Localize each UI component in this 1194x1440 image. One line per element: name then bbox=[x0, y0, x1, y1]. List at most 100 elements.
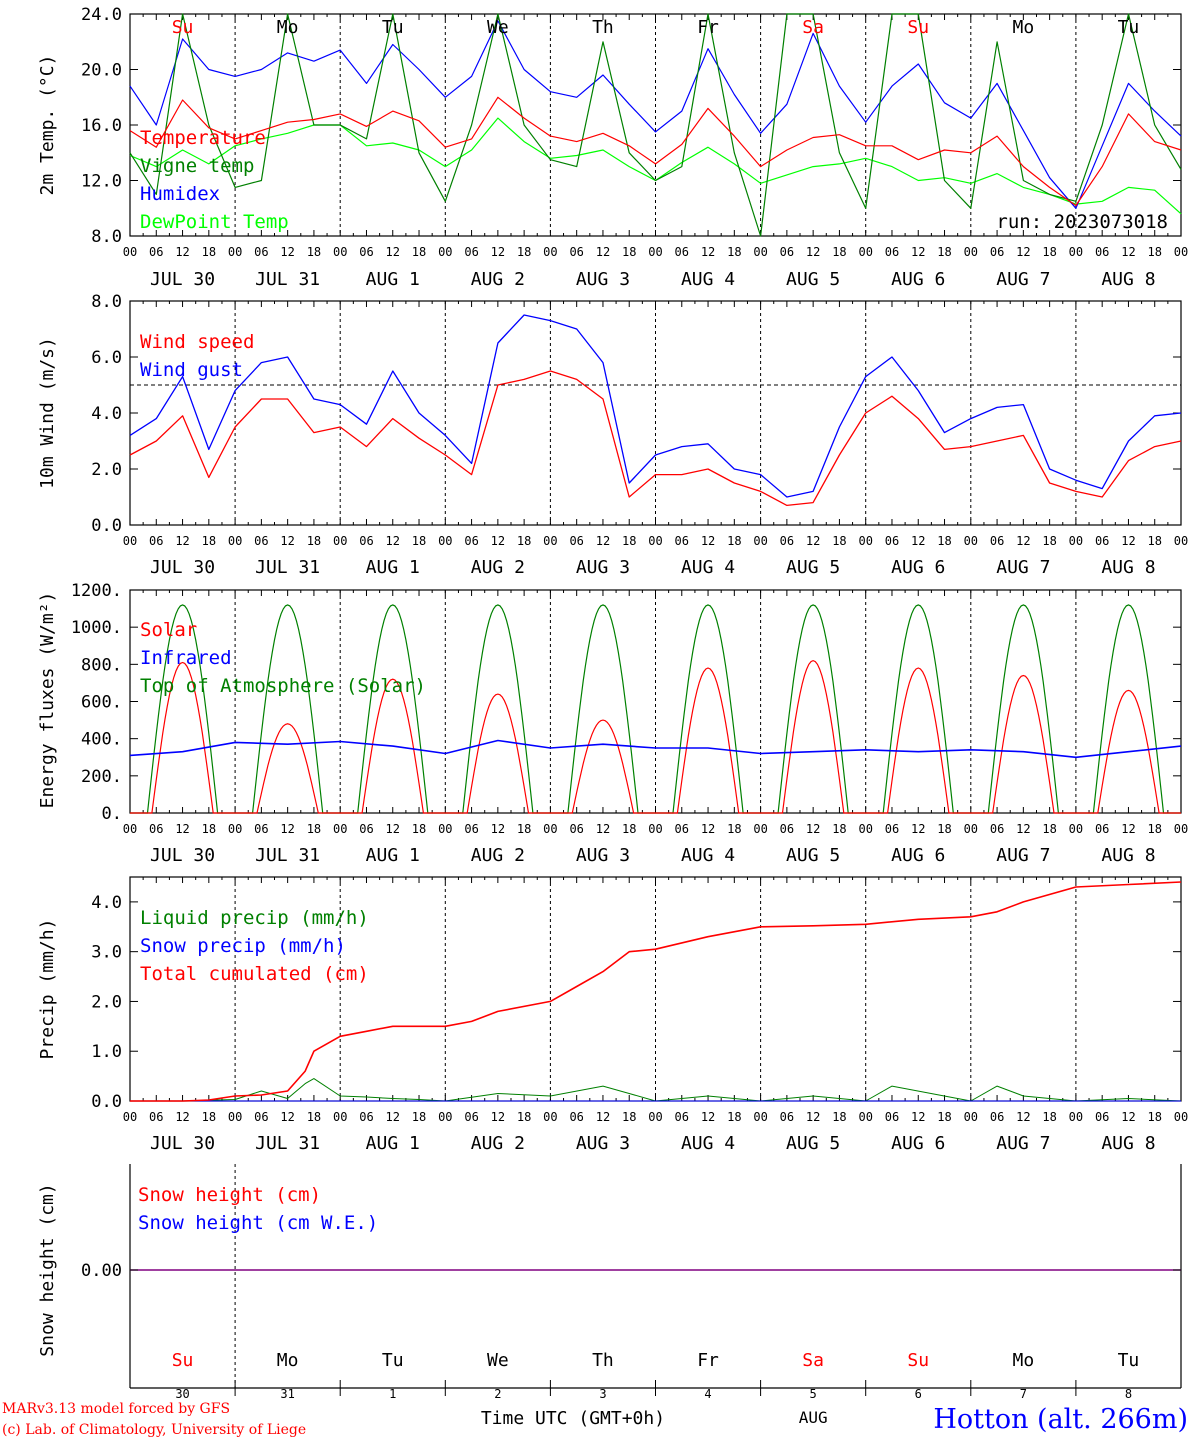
date-label: AUG 1 bbox=[366, 269, 420, 290]
hour-tick-label: 12 bbox=[596, 534, 610, 548]
hour-tick-label: 00 bbox=[543, 534, 557, 548]
y-tick-label: 1000. bbox=[71, 618, 122, 638]
y-tick-label: 2.0 bbox=[91, 460, 122, 480]
hour-tick-label: 00 bbox=[858, 822, 872, 836]
hour-tick-label: 00 bbox=[1174, 1110, 1188, 1124]
hour-tick-label: 12 bbox=[806, 245, 820, 259]
legend-total-cumulated-cm: Total cumulated (cm) bbox=[140, 963, 369, 985]
day-name: Tu bbox=[382, 17, 404, 38]
hour-tick-label: 06 bbox=[359, 245, 373, 259]
station-label: Hotton (alt. 266m) bbox=[933, 1404, 1188, 1435]
hour-tick-label: 12 bbox=[491, 245, 505, 259]
hour-tick-label: 00 bbox=[228, 822, 242, 836]
hour-tick-label: 18 bbox=[202, 534, 216, 548]
series-infrared bbox=[129, 739, 1182, 759]
y-tick-label: 1200. bbox=[71, 581, 122, 601]
hour-tick-label: 00 bbox=[858, 245, 872, 259]
hour-tick-label: 06 bbox=[149, 534, 163, 548]
y-tick-label: 0.0 bbox=[91, 516, 122, 536]
credit-line-2: (c) Lab. of Climatology, University of L… bbox=[2, 1422, 306, 1438]
day-name: Tu bbox=[1118, 1350, 1140, 1371]
day-name: Sa bbox=[802, 1350, 824, 1371]
hour-tick-label: 12 bbox=[386, 1110, 400, 1124]
date-label: AUG 2 bbox=[471, 269, 525, 290]
hour-tick-label: 12 bbox=[1016, 245, 1030, 259]
legend-liquid-precip-mm-h: Liquid precip (mm/h) bbox=[140, 907, 369, 929]
y-tick-label: 0. bbox=[102, 804, 122, 824]
y-tick-label: 20.0 bbox=[81, 61, 122, 81]
x-axis-label: Time UTC (GMT+0h) bbox=[481, 1408, 665, 1429]
legend-humidex: Humidex bbox=[140, 183, 220, 205]
legend-wind-speed: Wind speed bbox=[140, 331, 254, 353]
y-axis-label: 2m Temp. (°C) bbox=[37, 55, 58, 196]
hour-tick-label: 18 bbox=[412, 534, 426, 548]
day-name: Fr bbox=[697, 1350, 719, 1371]
hour-tick-label: 06 bbox=[780, 534, 794, 548]
hour-tick-label: 12 bbox=[1121, 245, 1135, 259]
y-tick-label: 24.0 bbox=[81, 5, 122, 25]
hour-tick-label: 12 bbox=[911, 534, 925, 548]
date-label: AUG 7 bbox=[996, 1133, 1050, 1154]
hour-tick-label: 06 bbox=[780, 245, 794, 259]
y-tick-label: 2.0 bbox=[91, 992, 122, 1012]
hour-tick-label: 18 bbox=[202, 245, 216, 259]
hour-tick-label: 00 bbox=[333, 822, 347, 836]
hour-tick-label: 12 bbox=[1016, 534, 1030, 548]
date-label: AUG 3 bbox=[576, 269, 630, 290]
date-label: AUG 3 bbox=[576, 557, 630, 578]
date-label: AUG 4 bbox=[681, 557, 735, 578]
day-name: Th bbox=[592, 1350, 614, 1371]
date-label: JUL 31 bbox=[255, 269, 320, 290]
hour-tick-label: 00 bbox=[1069, 1110, 1083, 1124]
hour-tick-label: 18 bbox=[727, 534, 741, 548]
y-tick-label: 800. bbox=[81, 655, 122, 675]
hour-tick-label: 06 bbox=[464, 245, 478, 259]
day-name: Sa bbox=[802, 17, 824, 38]
hour-tick-label: 06 bbox=[149, 1110, 163, 1124]
hour-tick-label: 00 bbox=[648, 1110, 662, 1124]
date-label: AUG 5 bbox=[786, 557, 840, 578]
date-label: AUG 8 bbox=[1101, 1133, 1155, 1154]
hour-tick-label: 12 bbox=[280, 534, 294, 548]
date-label: AUG 2 bbox=[471, 845, 525, 866]
y-tick-label: 8.0 bbox=[91, 292, 122, 312]
date-label: AUG 6 bbox=[891, 1133, 945, 1154]
plot-frame bbox=[129, 589, 1182, 814]
hour-tick-label: 12 bbox=[596, 822, 610, 836]
hour-tick-label: 18 bbox=[517, 245, 531, 259]
hour-tick-label: 06 bbox=[885, 245, 899, 259]
hour-tick-label: 00 bbox=[228, 534, 242, 548]
date-label: JUL 30 bbox=[150, 845, 215, 866]
hour-tick-label: 06 bbox=[359, 1110, 373, 1124]
date-label: AUG 3 bbox=[576, 1133, 630, 1154]
day-name: Mo bbox=[277, 17, 299, 38]
date-label: AUG 6 bbox=[891, 557, 945, 578]
hour-tick-label: 06 bbox=[885, 534, 899, 548]
hour-tick-label: 06 bbox=[149, 822, 163, 836]
hour-tick-label: 18 bbox=[1042, 822, 1056, 836]
hour-tick-label: 12 bbox=[175, 822, 189, 836]
legend-temperature: Temperature bbox=[140, 127, 266, 149]
hour-tick-label: 18 bbox=[307, 822, 321, 836]
date-label: AUG 5 bbox=[786, 269, 840, 290]
day-name: Mo bbox=[277, 1350, 299, 1371]
hour-tick-label: 12 bbox=[386, 245, 400, 259]
hour-tick-label: 12 bbox=[911, 245, 925, 259]
hour-tick-label: 18 bbox=[517, 822, 531, 836]
hour-tick-label: 00 bbox=[753, 822, 767, 836]
hour-tick-label: 00 bbox=[228, 1110, 242, 1124]
legend-snow-height-cm-w-e: Snow height (cm W.E.) bbox=[138, 1212, 378, 1234]
date-label: AUG 6 bbox=[891, 845, 945, 866]
series-wind-speed bbox=[129, 370, 1182, 507]
hour-tick-label: 18 bbox=[1147, 822, 1161, 836]
hour-tick-label: 06 bbox=[675, 822, 689, 836]
date-label: AUG 4 bbox=[681, 269, 735, 290]
hour-tick-label: 12 bbox=[806, 822, 820, 836]
series-wind-gust bbox=[129, 314, 1182, 498]
date-label: AUG 7 bbox=[996, 269, 1050, 290]
day-name: We bbox=[487, 17, 509, 38]
hour-tick-label: 06 bbox=[1095, 245, 1109, 259]
hour-tick-label: 18 bbox=[727, 245, 741, 259]
y-axis-label: Energy fluxes (W/m²) bbox=[37, 592, 58, 809]
series-temperature bbox=[129, 96, 1182, 207]
